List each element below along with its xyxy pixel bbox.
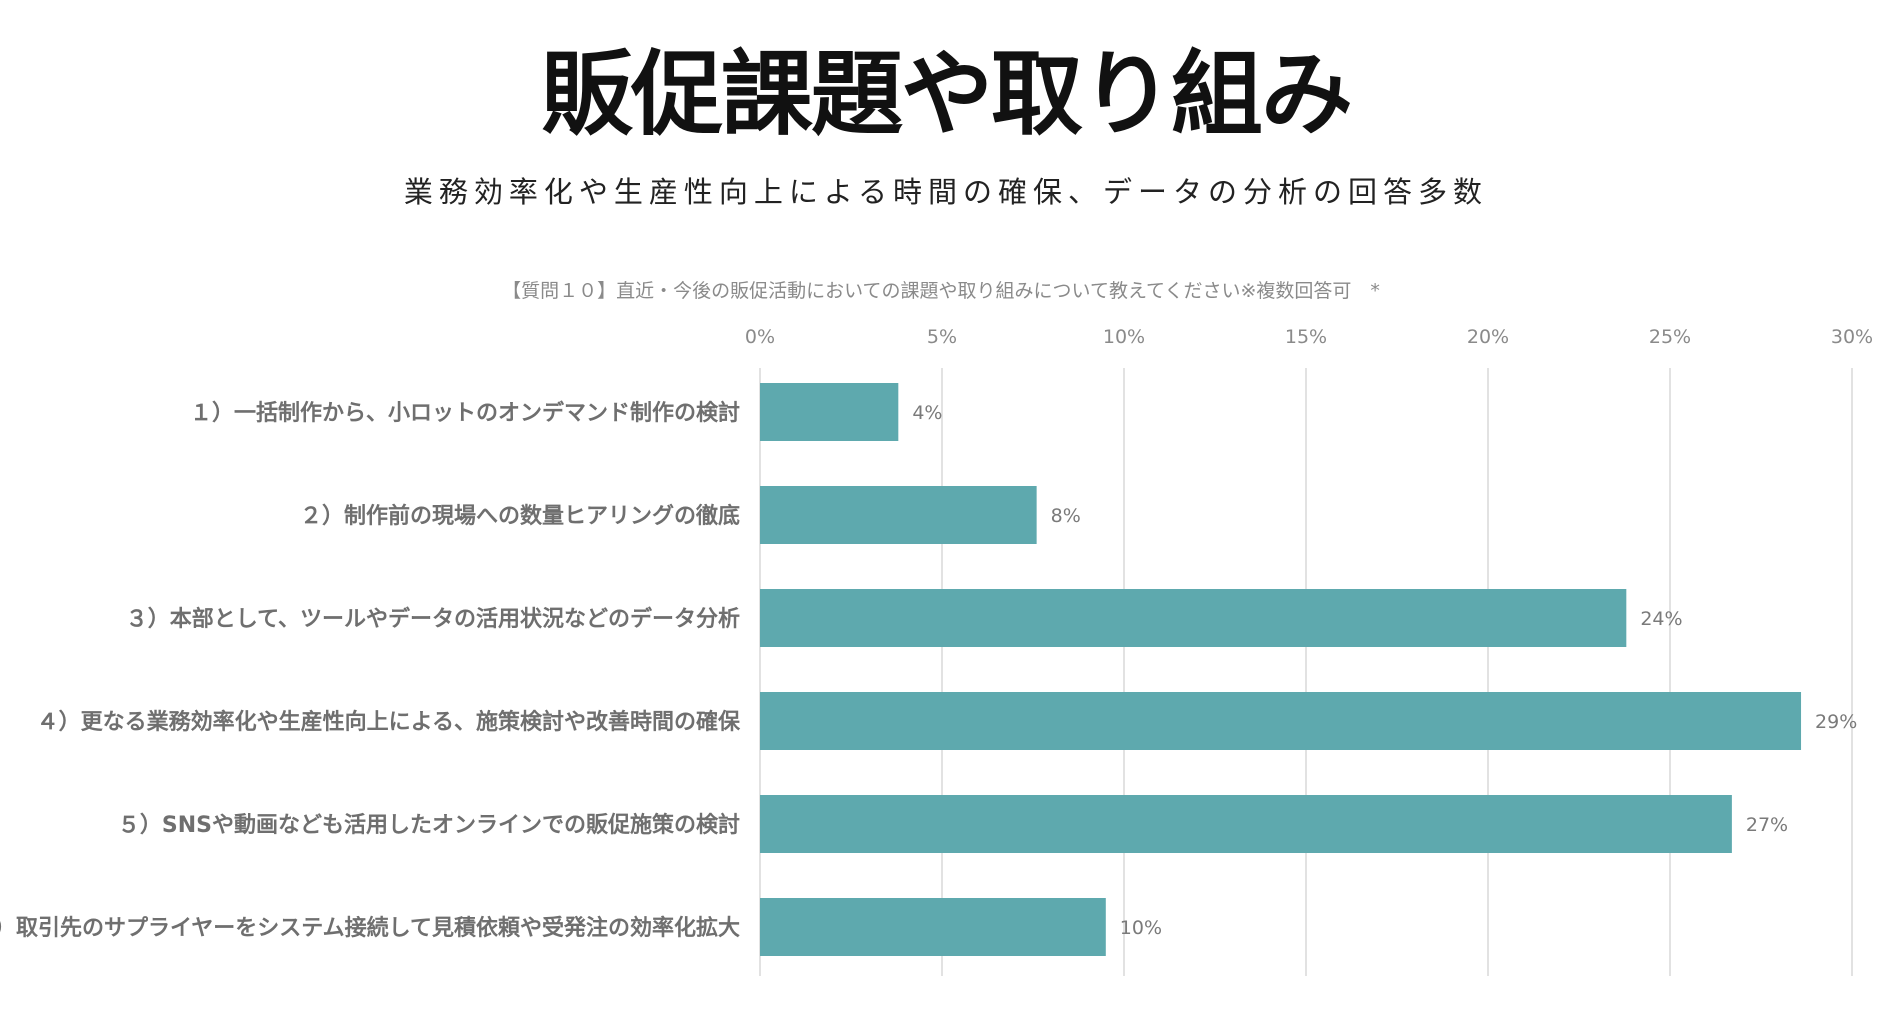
x-tick-label: 0% [745, 326, 775, 348]
bars [760, 383, 1802, 956]
category-label: ２）制作前の現場への数量ヒアリングの徹底 [300, 503, 740, 529]
bar [760, 692, 1802, 750]
value-labels: 4% 8% 24% 29% 27% 10% [912, 402, 1857, 939]
category-label: ５）SNSや動画なども活用したオンラインでの販促施策の検討 [118, 812, 740, 838]
x-tick-label: 15% [1285, 326, 1327, 348]
bar [760, 589, 1627, 647]
x-tick-label: 30% [1831, 326, 1873, 348]
bar [760, 383, 899, 441]
category-label: ４）更なる業務効率化や生産性向上による、施策検討や改善時間の確保 [37, 709, 741, 735]
x-axis-ticks: 0% 5% 10% 15% 20% 25% 30% [745, 326, 1873, 348]
value-label: 24% [1640, 608, 1682, 630]
gridlines [759, 368, 1853, 976]
x-tick-label: 20% [1467, 326, 1509, 348]
x-tick-label: 25% [1649, 326, 1691, 348]
category-label: ６）取引先のサプライヤーをシステム接続して見積依頼や受発注の効率化拡大 [0, 915, 740, 941]
page-title: 販促課題や取り組み [540, 41, 1353, 148]
value-label: 8% [1051, 505, 1081, 527]
category-labels: １）一括制作から、小ロットのオンデマンド制作の検討 ２）制作前の現場への数量ヒアリ… [0, 400, 741, 941]
x-tick-label: 5% [927, 326, 957, 348]
page-subtitle: 業務効率化や生産性向上による時間の確保、データの分析の回答多数 [403, 175, 1489, 209]
category-label: １）一括制作から、小ロットのオンデマンド制作の検討 [190, 400, 740, 426]
value-label: 29% [1815, 711, 1857, 733]
value-label: 4% [912, 402, 942, 424]
x-tick-label: 10% [1103, 326, 1145, 348]
value-label: 27% [1746, 814, 1788, 836]
chart-question: 【質問１０】直近・今後の販促活動においての課題や取り組みについて教えてください※… [502, 280, 1380, 302]
bar [760, 486, 1037, 544]
category-label: ３）本部として、ツールやデータの活用状況などのデータ分析 [126, 606, 740, 632]
value-label: 10% [1120, 917, 1162, 939]
bar [760, 795, 1732, 853]
bar [760, 898, 1106, 956]
